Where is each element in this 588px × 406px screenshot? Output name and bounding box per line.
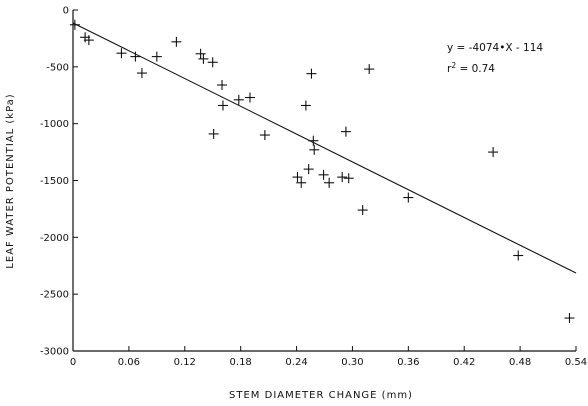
data-point <box>300 100 311 111</box>
data-point <box>564 313 575 324</box>
data-point <box>357 205 368 216</box>
r-squared-superscript: 2 <box>451 61 456 70</box>
plot-area: 0 0.06 0.12 0.18 0.24 0.30 0.36 0.42 0.48 0.54 0-… <box>40 6 587 369</box>
regression-equation: y = -4074•X - 114 <box>447 42 543 54</box>
data-point <box>343 173 354 184</box>
y-tick-label: -1000 <box>40 119 69 130</box>
data-point <box>244 92 255 103</box>
data-point <box>69 19 80 30</box>
y-tick-label: -2500 <box>40 290 69 301</box>
data-point <box>130 51 141 62</box>
y-tick-label: -500 <box>46 62 69 73</box>
data-point <box>340 126 351 137</box>
y-tick-label: -2000 <box>40 233 69 244</box>
y-axis-ticks: 0 -500 -1000 -1500 -2000 -2500 -3000 <box>40 6 78 358</box>
x-axis-title: STEM DIAMETER CHANGE (mm) <box>229 390 413 401</box>
data-points <box>69 19 575 324</box>
data-point <box>259 130 270 141</box>
y-tick-label: -1500 <box>40 176 69 187</box>
x-tick-label: 0.06 <box>118 357 140 368</box>
data-point <box>208 128 219 139</box>
regression-line <box>72 22 577 274</box>
x-tick-label: 0.54 <box>565 357 587 368</box>
r-squared-prefix: r <box>447 63 452 75</box>
data-point <box>364 64 375 75</box>
data-point <box>207 57 218 68</box>
data-point <box>116 48 127 59</box>
x-tick-label: 0.18 <box>230 357 252 368</box>
x-tick-label: 0.12 <box>174 357 196 368</box>
y-tick-label: 0 <box>63 6 69 17</box>
x-tick-label: 0.24 <box>285 357 307 368</box>
data-point <box>303 164 314 175</box>
data-point <box>233 94 244 105</box>
data-point <box>308 135 319 146</box>
x-tick-label: 0.48 <box>509 357 531 368</box>
data-point <box>324 177 335 188</box>
data-point <box>488 147 499 158</box>
data-point <box>195 48 206 59</box>
x-axis-ticks: 0 0.06 0.12 0.18 0.24 0.30 0.36 0.42 0.48 0.54 <box>70 346 587 368</box>
x-tick-label: 0.30 <box>341 357 363 368</box>
data-point <box>151 51 162 62</box>
r-squared-value: = 0.74 <box>456 63 495 75</box>
data-point <box>198 53 209 64</box>
data-point <box>296 177 307 188</box>
x-tick-label: 0.36 <box>397 357 419 368</box>
data-point <box>309 144 320 155</box>
data-point <box>337 172 348 183</box>
y-axis-title: LEAF WATER POTENTIAL (kPa) <box>5 93 16 268</box>
data-point <box>136 68 147 79</box>
data-point <box>217 80 228 91</box>
y-tick-label: -3000 <box>40 347 69 358</box>
r-squared-annotation: r2 = 0.74 <box>447 61 495 75</box>
data-point <box>513 250 524 261</box>
x-tick-label: 0 <box>70 357 76 368</box>
data-point <box>318 169 329 180</box>
data-point <box>306 68 317 79</box>
x-tick-label: 0.42 <box>453 357 475 368</box>
data-point <box>292 172 303 183</box>
data-point <box>403 192 414 203</box>
data-point <box>217 100 228 111</box>
data-point <box>171 36 182 47</box>
data-point <box>83 35 94 46</box>
